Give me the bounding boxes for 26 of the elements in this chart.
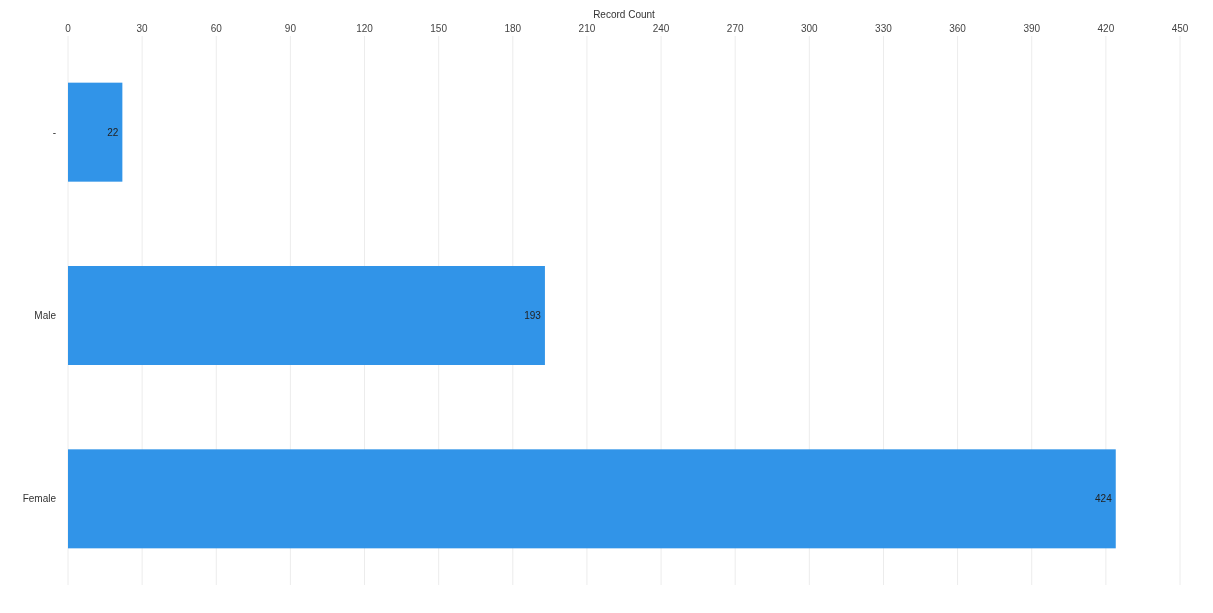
x-tick-label: 390	[1023, 23, 1041, 34]
x-tick-label: 180	[504, 23, 522, 34]
x-tick-label: 450	[1171, 23, 1189, 34]
x-tick-label: 30	[136, 23, 149, 34]
x-tick-label: 360	[949, 23, 967, 34]
x-axis-title: Record Count	[593, 9, 656, 20]
x-tick-label: 120	[356, 23, 374, 34]
data-label: 424	[1095, 493, 1113, 505]
y-tick-label: Male	[34, 310, 57, 321]
x-tick-label: 420	[1097, 23, 1115, 34]
bar	[68, 82, 123, 182]
x-tick-label: 330	[875, 23, 893, 34]
bar	[68, 266, 545, 365]
x-tick-label: 60	[210, 23, 223, 34]
data-label: 193	[524, 310, 542, 321]
y-tick-label: Female	[22, 493, 57, 505]
x-tick-label: 90	[284, 23, 297, 34]
x-tick-label: 300	[800, 23, 819, 34]
data-label: 22	[107, 126, 119, 138]
x-tick-label: 150	[430, 23, 448, 34]
x-tick-label: 210	[578, 23, 596, 34]
x-tick-label: 270	[726, 23, 744, 34]
y-tick-label: -	[52, 126, 56, 138]
x-tick-label: 240	[652, 23, 670, 34]
x-tick-label: 0	[65, 23, 72, 34]
bar	[68, 449, 1116, 549]
